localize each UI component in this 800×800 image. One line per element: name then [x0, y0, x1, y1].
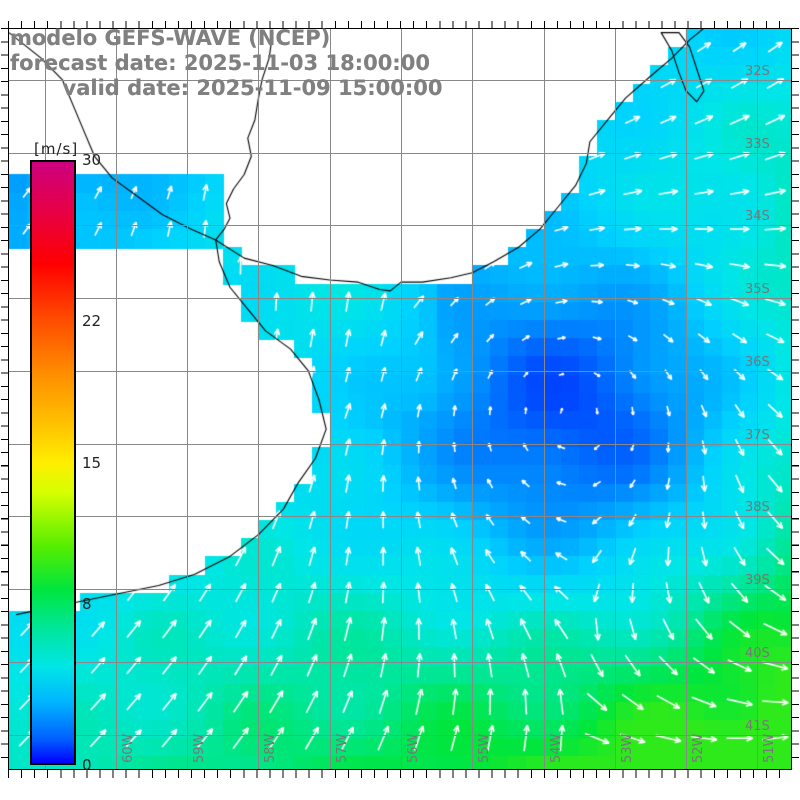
lon-label-54W: 54W: [548, 733, 564, 763]
gridline-lon-56W: [401, 29, 402, 769]
colorbar-gradient: [30, 160, 76, 765]
title-block: modelo GEFS-WAVE (NCEP) forecast date: 2…: [10, 26, 495, 101]
gridline-lat-33S: [9, 153, 791, 154]
gridline-lon-57W: [330, 29, 331, 769]
coastline: [9, 29, 791, 769]
lon-label-56W: 56W: [406, 733, 421, 763]
gridline-lon-53W: [615, 29, 616, 769]
axis-labels: 61W60W59W58W57W56W55W54W53W52W51W32S33S3…: [9, 29, 791, 769]
colorbar-tick-15: 15: [82, 453, 102, 472]
lat-label-40S: 40S: [745, 645, 770, 661]
lat-label-37S: 37S: [745, 427, 770, 443]
map-frame[interactable]: 61W60W59W58W57W56W55W54W53W52W51W32S33S3…: [8, 28, 792, 770]
lon-label-58W: 58W: [263, 733, 279, 763]
gridline-lon-60W: [116, 29, 117, 769]
gridline-lon-51W: [757, 29, 758, 769]
gridline-lon-55W: [472, 29, 473, 769]
gridline-lon-58W: [258, 29, 259, 769]
gridline-lat-34S: [9, 225, 791, 226]
lon-label-59W: 59W: [192, 733, 208, 763]
gridline-lat-39S: [9, 589, 791, 590]
lat-label-41S: 41S: [745, 718, 770, 734]
ruler-top: [8, 21, 792, 29]
gridline-lat-40S: [9, 662, 791, 663]
gridline-lat-38S: [9, 516, 791, 517]
ruler-right: [791, 28, 799, 770]
lon-label-52W: 52W: [691, 733, 707, 763]
colorbar-tick-0: 0: [82, 756, 92, 774]
gridline-lon-59W: [187, 29, 188, 769]
lat-label-36S: 36S: [745, 354, 770, 370]
lon-label-55W: 55W: [477, 733, 493, 763]
colorbar-unit-label: [m/s]: [34, 140, 79, 158]
colorbar-tick-30: 30: [82, 151, 102, 169]
lat-label-35S: 35S: [745, 282, 770, 298]
colorbar-tick-22: 22: [82, 312, 102, 331]
model-title: modelo GEFS-WAVE (NCEP): [10, 26, 331, 50]
forecast-date: forecast date: 2025-11-03 18:00:00: [10, 51, 430, 75]
lon-label-53W: 53W: [619, 733, 635, 763]
gridline-lat-32S: [9, 80, 791, 81]
lat-label-38S: 38S: [745, 500, 770, 516]
lat-label-33S: 33S: [745, 136, 770, 152]
gridline-lon-52W: [686, 29, 687, 769]
lat-label-34S: 34S: [745, 209, 770, 225]
lat-label-32S: 32S: [745, 63, 770, 79]
lon-label-60W: 60W: [120, 733, 136, 763]
colorbar-tick-8: 8: [82, 594, 92, 613]
gridline-lat-37S: [9, 444, 791, 445]
valid-date: valid date: 2025-11-09 15:00:00: [62, 76, 443, 100]
lat-label-39S: 39S: [745, 573, 770, 589]
gridline-lat-41S: [9, 735, 791, 736]
ruler-left: [1, 28, 9, 770]
lon-label-51W: 51W: [762, 733, 778, 763]
gridline-lon-54W: [544, 29, 545, 769]
lon-label-57W: 57W: [334, 733, 350, 763]
gridline-lat-36S: [9, 371, 791, 372]
gridline-lat-35S: [9, 298, 791, 299]
ruler-bottom: [8, 770, 792, 778]
